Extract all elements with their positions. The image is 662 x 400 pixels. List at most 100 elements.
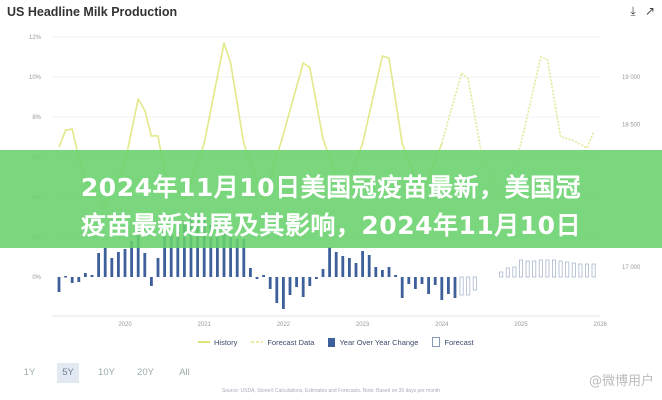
range-1y-button[interactable]: 1Y <box>23 367 36 378</box>
forecast-bar <box>578 263 583 278</box>
legend-forecast-data[interactable]: Forecast Data <box>251 338 314 347</box>
yoy-bar <box>321 269 325 277</box>
yoy-bar <box>334 252 338 277</box>
forecast-bar <box>459 276 464 296</box>
yoy-bar <box>348 258 351 277</box>
range-5y-button[interactable]: 5Y <box>57 363 79 383</box>
yoy-bar <box>163 237 166 277</box>
yoy-bar <box>183 221 186 277</box>
legend-forecast-label: Forecast <box>444 337 474 347</box>
range-10y-button[interactable]: 10Y <box>98 367 115 378</box>
yoy-bar <box>453 277 457 298</box>
yoy-bar <box>374 267 378 277</box>
yoy-bar <box>57 277 61 292</box>
forecast-bar <box>505 267 510 278</box>
forecast-bar <box>519 259 524 278</box>
forecast-bar <box>512 266 517 278</box>
forecast-bar <box>525 260 530 278</box>
solid-line-icon <box>198 341 210 343</box>
yoy-bar <box>176 227 180 277</box>
forecast-bar <box>591 263 596 278</box>
forecast-bar <box>552 259 557 278</box>
yoy-bar <box>301 277 305 297</box>
yoy-bar <box>420 277 424 284</box>
yoy-bar <box>90 275 94 277</box>
yoy-bar <box>367 255 371 277</box>
forecast-bar <box>538 259 543 278</box>
yoy-bar <box>433 277 437 285</box>
yoy-bar <box>70 277 74 283</box>
yoy-bar <box>216 229 219 277</box>
left-tick-label: 8% <box>32 115 41 121</box>
filled-box-icon <box>328 337 336 347</box>
banner-line-1: 2024年11月10日美国冠疫苗最新，美国冠 <box>80 173 582 202</box>
left-tick-label: 10% <box>29 75 42 81</box>
yoy-bar <box>275 277 279 303</box>
yoy-bar <box>328 247 331 277</box>
range-selector: 1Y 5Y 10Y 20Y All <box>10 363 204 383</box>
yoy-bar <box>130 241 133 277</box>
yoy-bar <box>341 256 345 277</box>
legend-forecast[interactable]: Forecast <box>432 337 474 347</box>
yoy-bar <box>295 277 298 287</box>
yoy-bar <box>447 277 450 294</box>
forecast-bar <box>532 260 537 278</box>
x-tick-label: 2021 <box>198 322 212 328</box>
watermark: @微博用户 <box>588 374 654 389</box>
chart-title: US Headline Milk Production <box>7 5 178 19</box>
legend-history[interactable]: History <box>198 338 237 347</box>
yoy-bar <box>110 258 114 277</box>
legend-history-label: History <box>214 337 238 347</box>
forecast-bar <box>499 271 504 278</box>
chart-legend: History Forecast Data Year Over Year Cha… <box>198 337 474 347</box>
forecast-bar <box>545 259 550 278</box>
right-tick-label: 17 000 <box>622 265 641 271</box>
yoy-bar <box>387 267 391 277</box>
yoy-bar <box>222 233 226 277</box>
yoy-bar <box>235 239 239 277</box>
yoy-bar <box>143 253 147 277</box>
banner-line-2: 疫苗最新进展及其影响，2024年11月10日 <box>80 211 582 240</box>
forecast-bar <box>466 276 471 296</box>
yoy-bar <box>117 252 120 277</box>
yoy-bar <box>97 253 100 277</box>
yoy-bar <box>268 277 272 289</box>
download-icon[interactable]: ⤓ <box>630 4 636 18</box>
yoy-bar <box>255 277 259 279</box>
x-tick-label: 2026 <box>594 322 608 328</box>
yoy-bar <box>315 277 318 279</box>
forecast-bar <box>558 260 563 278</box>
left-tick-label: 12% <box>29 35 42 41</box>
yoy-bar <box>381 270 384 277</box>
yoy-bar <box>64 276 67 278</box>
legend-yoy-label: Year Over Year Change <box>339 337 419 347</box>
yoy-bar <box>440 277 444 300</box>
yoy-bar <box>249 268 252 277</box>
source-note: Source: USDA, StoneX Calculations, Estim… <box>221 388 441 394</box>
yoy-bar <box>282 277 285 309</box>
yoy-bar <box>123 249 127 277</box>
yoy-bar <box>242 239 246 277</box>
yoy-bar <box>136 231 140 277</box>
yoy-bar <box>209 225 213 277</box>
yoy-bar <box>414 277 417 289</box>
x-tick-label: 2020 <box>118 322 132 328</box>
dashed-line-icon <box>251 341 264 343</box>
left-tick-label: 0% <box>32 275 41 281</box>
yoy-bar <box>262 275 265 277</box>
legend-yoy[interactable]: Year Over Year Change <box>328 337 419 347</box>
yoy-bar <box>354 263 358 277</box>
range-all-button[interactable]: All <box>179 367 190 378</box>
yoy-bar <box>394 275 397 277</box>
forecast-line <box>441 55 595 203</box>
forecast-bar <box>565 261 570 278</box>
forecast-bar <box>571 262 576 278</box>
yoy-bar <box>407 277 411 284</box>
yoy-bar <box>427 277 430 294</box>
yoy-bar <box>288 277 292 295</box>
yoy-bar <box>361 251 364 277</box>
external-link-icon[interactable]: ↗ <box>644 4 656 18</box>
yoy-bar <box>400 277 404 298</box>
range-20y-button[interactable]: 20Y <box>137 367 154 378</box>
x-tick-label: 2023 <box>356 322 370 328</box>
